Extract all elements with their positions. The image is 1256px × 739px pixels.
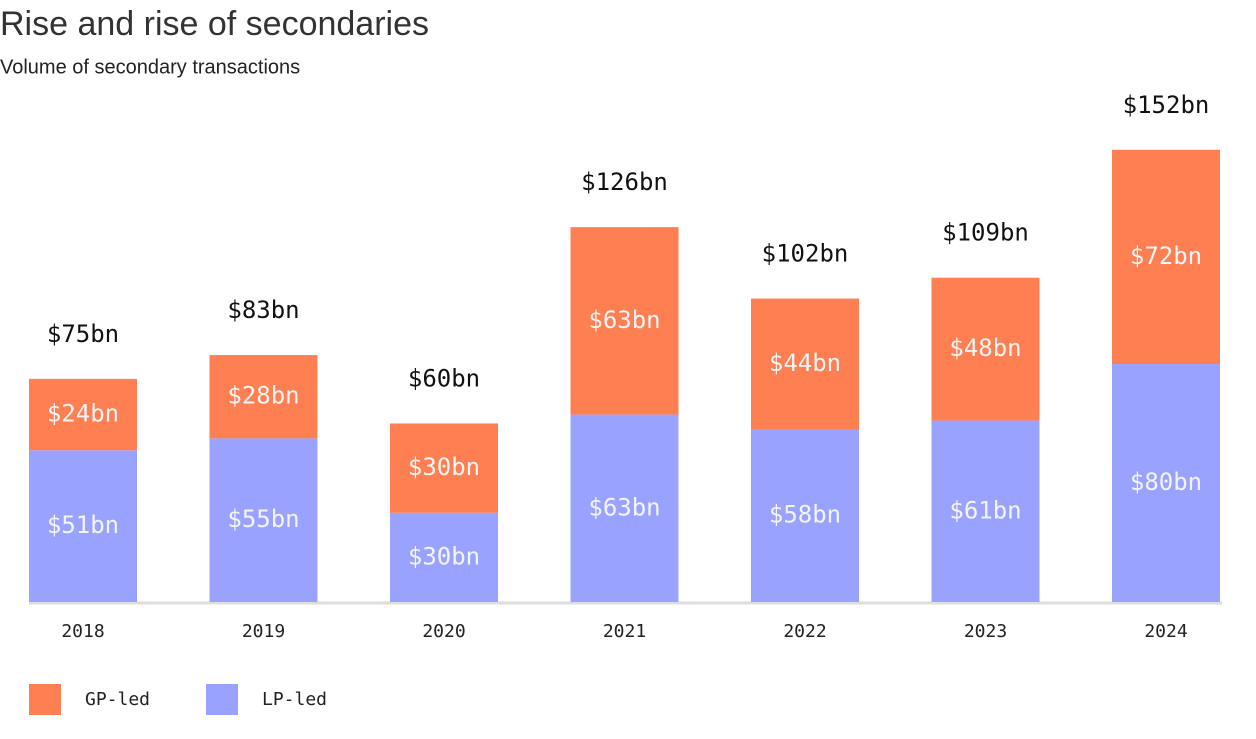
value-label: $28bn bbox=[227, 382, 299, 410]
value-label: $72bn bbox=[1130, 242, 1202, 270]
value-label: $51bn bbox=[47, 511, 119, 539]
value-label: $58bn bbox=[769, 501, 841, 529]
value-label: $48bn bbox=[949, 334, 1021, 362]
total-label: $75bn bbox=[47, 320, 119, 348]
bar-segment bbox=[390, 512, 498, 602]
chart-title: Rise and rise of secondaries bbox=[0, 5, 429, 43]
value-label: $63bn bbox=[588, 493, 660, 521]
total-label: $83bn bbox=[227, 296, 299, 324]
bar-segment bbox=[209, 355, 318, 439]
total-label: $152bn bbox=[1123, 91, 1210, 119]
value-label: $55bn bbox=[227, 505, 299, 533]
bar-segment bbox=[931, 420, 1040, 602]
bar-segment bbox=[390, 423, 498, 513]
legend-swatch bbox=[29, 684, 61, 715]
x-tick-label: 2018 bbox=[61, 621, 104, 642]
value-label: $44bn bbox=[769, 349, 841, 377]
x-tick-label: 2023 bbox=[964, 621, 1007, 642]
value-label: $61bn bbox=[949, 496, 1021, 524]
bar-segment bbox=[29, 378, 137, 451]
bar-segment bbox=[751, 298, 859, 430]
x-tick-label: 2020 bbox=[422, 621, 465, 642]
bar-segment bbox=[751, 429, 859, 602]
x-tick-label: 2022 bbox=[783, 621, 826, 642]
value-label: $30bn bbox=[408, 542, 480, 570]
bar-segment bbox=[1112, 364, 1220, 602]
total-label: $109bn bbox=[942, 219, 1029, 247]
bar-segment bbox=[570, 227, 679, 415]
x-tick-label: 2019 bbox=[242, 621, 285, 642]
value-label: $80bn bbox=[1130, 468, 1202, 496]
total-label: $126bn bbox=[581, 168, 668, 196]
value-label: $24bn bbox=[47, 400, 119, 428]
value-label: $30bn bbox=[408, 453, 480, 481]
legend-label: GP-led bbox=[85, 689, 150, 710]
bar-segment bbox=[570, 414, 679, 602]
value-label: $63bn bbox=[588, 306, 660, 334]
total-label: $60bn bbox=[408, 365, 480, 393]
legend-label: LP-led bbox=[262, 689, 327, 710]
bar-segment bbox=[29, 450, 137, 602]
chart-subtitle: Volume of secondary transactions bbox=[0, 56, 300, 78]
total-label: $102bn bbox=[762, 240, 849, 268]
bar-segment bbox=[1112, 149, 1220, 364]
bar-segment bbox=[931, 277, 1040, 421]
legend-swatch bbox=[206, 684, 238, 715]
x-tick-label: 2021 bbox=[603, 621, 646, 642]
x-tick-label: 2024 bbox=[1144, 621, 1187, 642]
bar-segment bbox=[209, 438, 318, 602]
